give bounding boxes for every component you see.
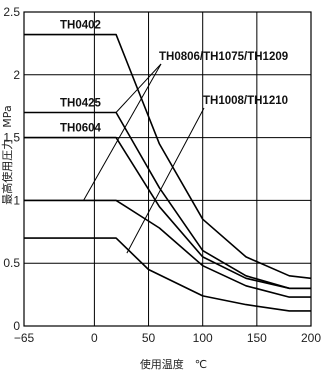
series-line bbox=[24, 237, 311, 312]
series-label: TH0425 bbox=[60, 97, 102, 109]
y-axis-label: 最高使用圧力 MPa bbox=[0, 105, 14, 204]
series-line bbox=[24, 199, 311, 298]
y-tick-label: 2.5 bbox=[3, 5, 20, 19]
annotation-leader bbox=[83, 63, 162, 201]
series-label: TH0604 bbox=[60, 123, 102, 135]
annotation-leader bbox=[115, 63, 162, 113]
y-tick-label: 0.5 bbox=[3, 256, 20, 270]
x-tick-label: 150 bbox=[247, 331, 267, 345]
annotation-label: TH0806/TH1075/TH1209 bbox=[159, 51, 288, 63]
y-tick-label: 1.5 bbox=[3, 131, 20, 145]
series-line bbox=[24, 33, 312, 280]
x-tick-label: 100 bbox=[193, 331, 213, 345]
y-tick-label: 1 bbox=[13, 193, 20, 207]
x-tick-label: −65 bbox=[14, 331, 35, 345]
x-tick-label: 0 bbox=[91, 331, 98, 345]
annotation-leader bbox=[126, 107, 205, 254]
y-tick-label: 2 bbox=[13, 68, 20, 82]
y-tick-label: 0 bbox=[13, 319, 20, 333]
series-line bbox=[24, 136, 311, 290]
x-tick-label: 200 bbox=[301, 331, 321, 345]
x-tick-label: 50 bbox=[142, 331, 156, 345]
plot-frame bbox=[23, 11, 312, 327]
x-axis-label: 使用温度 ℃ bbox=[140, 357, 207, 371]
annotation-label: TH1008/TH1210 bbox=[203, 95, 288, 107]
series-label: TH0402 bbox=[60, 20, 101, 32]
